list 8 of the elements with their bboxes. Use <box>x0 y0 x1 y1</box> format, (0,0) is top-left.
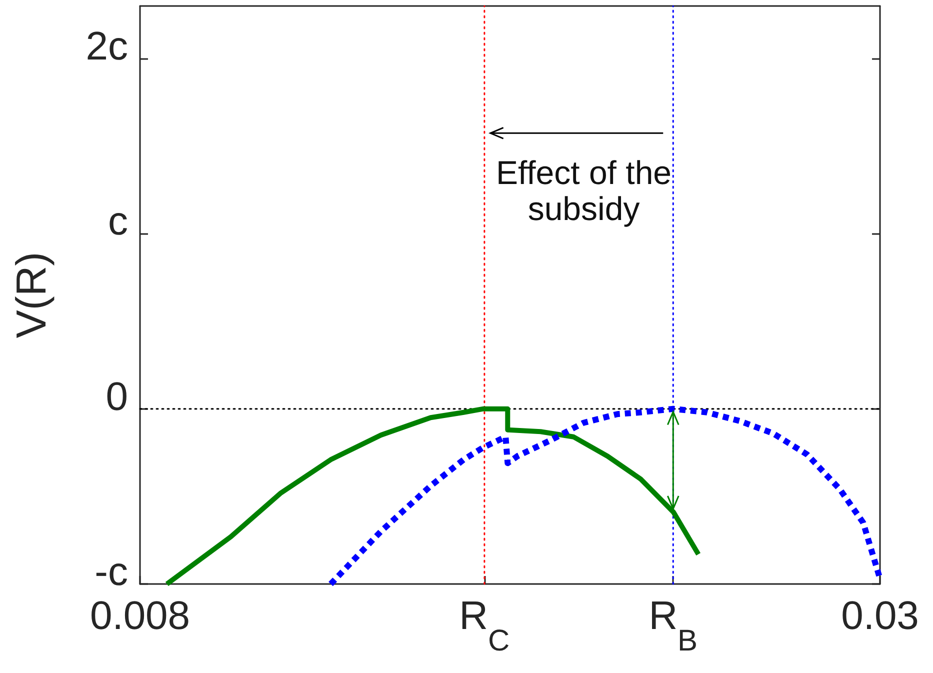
y-tick-label: c <box>108 200 128 244</box>
annotation: Effect of the subsidy <box>495 154 673 228</box>
y-axis-title: V(R) <box>8 252 54 338</box>
y-tick-label: 2c <box>86 24 128 69</box>
y-tick-label: 0 <box>106 374 128 419</box>
x-tick-label: 0.03 <box>841 594 919 638</box>
x-tick-label: 0.008 <box>90 594 190 638</box>
y-tick-label: -c <box>94 550 128 594</box>
